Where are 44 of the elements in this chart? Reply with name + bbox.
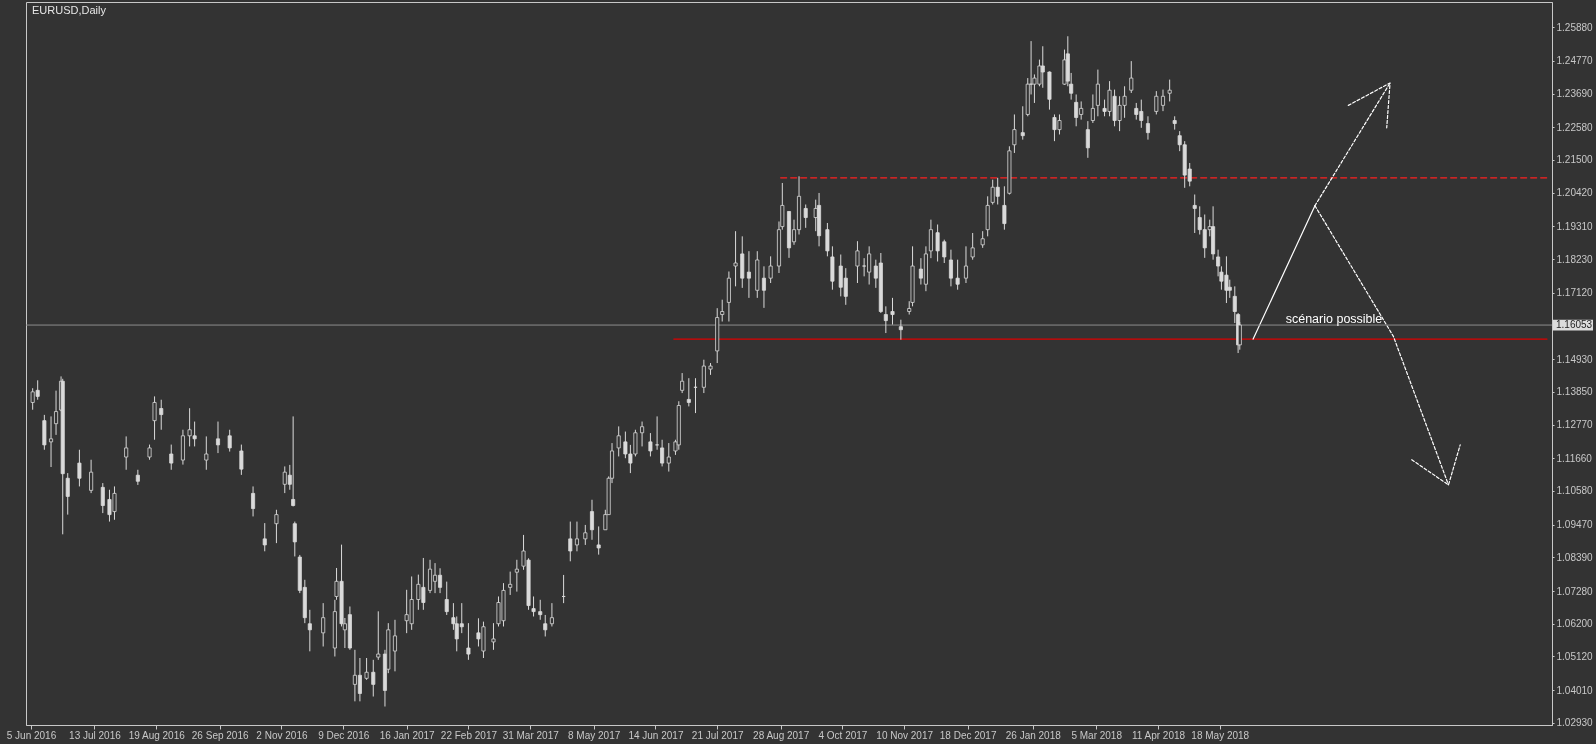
y-tick-label: 1.20420 xyxy=(1556,187,1594,199)
y-tick-label: 1.19310 xyxy=(1556,220,1594,232)
x-tick-label: 26 Sep 2016 xyxy=(191,729,249,741)
annotation: scénario possible xyxy=(1285,312,1383,326)
y-tick-label: 1.25880 xyxy=(1556,21,1594,33)
y-tick-label: 1.02930 xyxy=(1556,717,1594,729)
y-tick-label: 1.13850 xyxy=(1556,386,1594,398)
x-tick-label: 28 Aug 2017 xyxy=(753,729,810,741)
x-tick-label: 5 Mar 2018 xyxy=(1071,729,1123,741)
x-tick-label: 11 Apr 2018 xyxy=(1131,729,1186,741)
y-tick-label: 1.09470 xyxy=(1556,519,1594,531)
ref-line-label: 1.16053 xyxy=(1556,319,1593,331)
y-tick-label: 1.10580 xyxy=(1556,485,1594,497)
y-tick-label: 1.18230 xyxy=(1556,253,1594,265)
x-tick-label: 22 Feb 2017 xyxy=(440,729,498,741)
x-tick-label: 4 Oct 2017 xyxy=(818,729,868,741)
y-tick-label: 1.22580 xyxy=(1556,121,1594,133)
chart-title: EURUSD,Daily xyxy=(32,4,107,16)
x-tick-label: 16 Jan 2017 xyxy=(379,729,436,741)
y-tick-label: 1.24770 xyxy=(1556,55,1594,67)
y-tick-label: 1.14930 xyxy=(1556,353,1594,365)
y-tick-label: 1.07280 xyxy=(1556,585,1594,597)
x-tick-label: 13 Jul 2016 xyxy=(69,729,122,741)
y-tick-label: 1.05120 xyxy=(1556,650,1594,662)
x-tick-label: 10 Nov 2017 xyxy=(876,729,934,741)
x-tick-label: 21 Jul 2017 xyxy=(691,729,744,741)
y-tick-label: 1.04010 xyxy=(1556,684,1594,696)
x-tick-label: 18 May 2018 xyxy=(1191,729,1250,741)
x-tick-label: 9 Dec 2016 xyxy=(318,729,370,741)
y-tick-label: 1.06200 xyxy=(1556,618,1594,630)
x-tick-label: 18 Dec 2017 xyxy=(939,729,997,741)
x-tick-label: 26 Jan 2018 xyxy=(1005,729,1062,741)
y-tick-label: 1.23690 xyxy=(1556,88,1594,100)
x-tick-label: 5 Jun 2016 xyxy=(6,729,57,741)
y-tick-label: 1.17120 xyxy=(1556,287,1594,299)
x-tick-label: 8 May 2017 xyxy=(568,729,621,741)
y-tick-label: 1.21500 xyxy=(1556,154,1594,166)
x-tick-label: 14 Jun 2017 xyxy=(628,729,684,741)
x-tick-label: 19 Aug 2016 xyxy=(128,729,186,741)
y-tick-label: 1.11660 xyxy=(1556,452,1593,464)
x-tick-label: 31 Mar 2017 xyxy=(502,729,560,741)
y-tick-label: 1.12770 xyxy=(1556,419,1594,431)
x-tick-label: 2 Nov 2016 xyxy=(256,729,308,741)
y-tick-label: 1.08390 xyxy=(1556,551,1594,563)
